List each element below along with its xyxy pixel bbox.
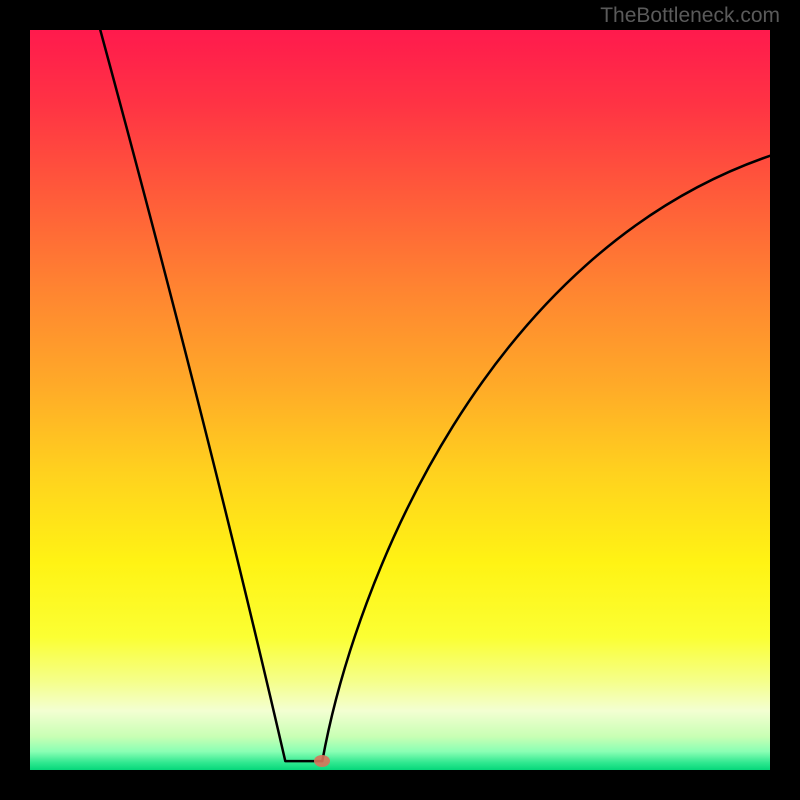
bottleneck-curve xyxy=(30,30,770,770)
optimum-marker xyxy=(314,755,330,767)
plot-area xyxy=(30,30,770,770)
watermark-text: TheBottleneck.com xyxy=(600,4,780,28)
